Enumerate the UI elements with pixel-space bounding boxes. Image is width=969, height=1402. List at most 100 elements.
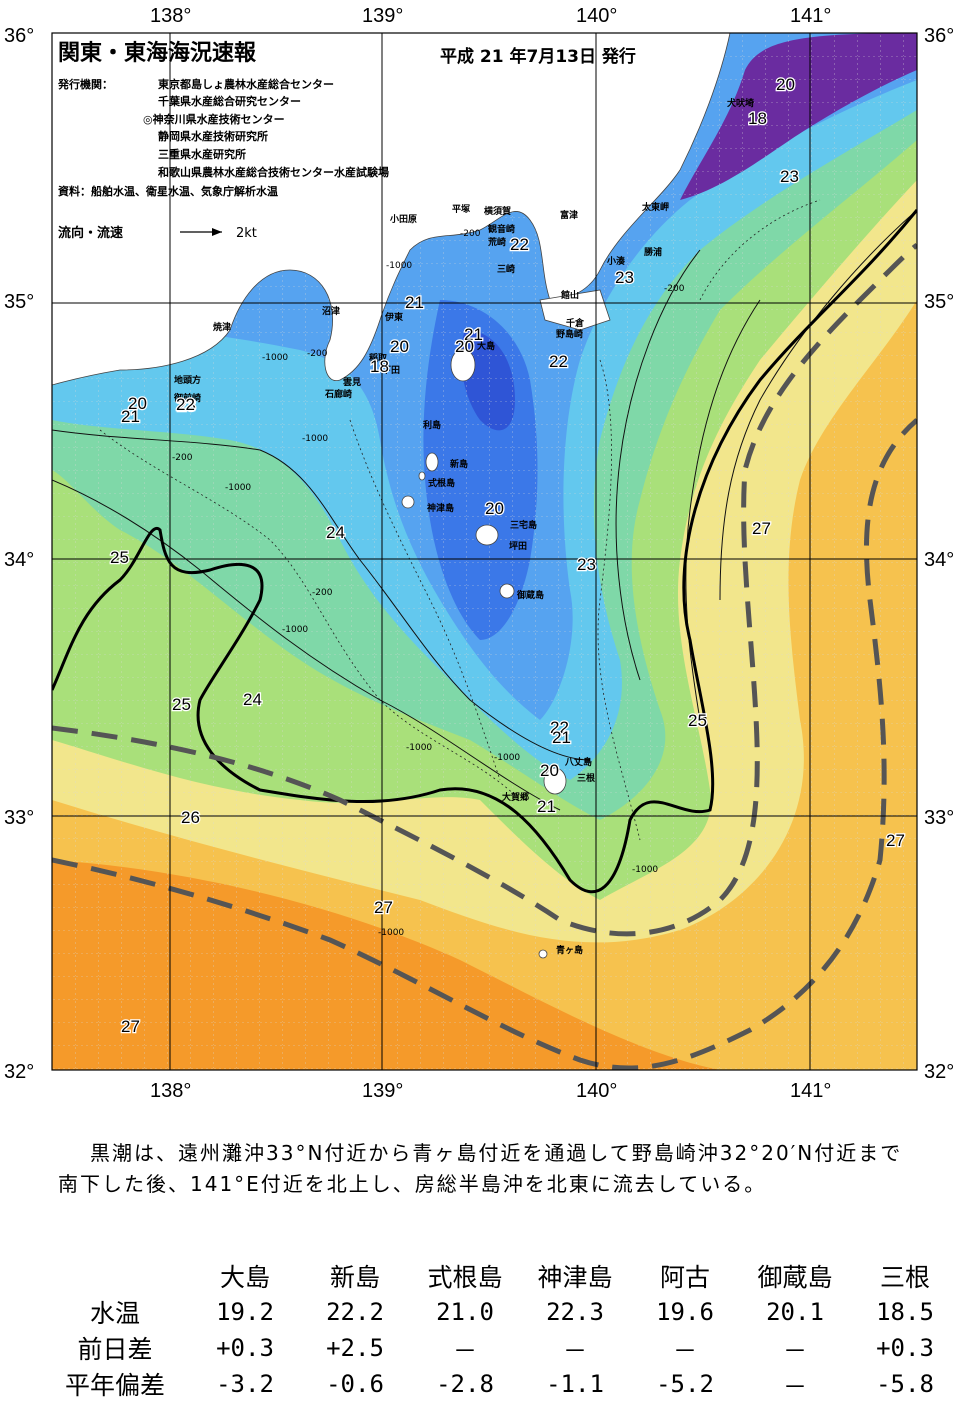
depth-label: -1000 bbox=[282, 625, 308, 635]
place-label: 荒崎 bbox=[487, 236, 506, 248]
isotherm-label: 23 bbox=[615, 268, 634, 287]
isotherm-label: 26 bbox=[181, 808, 200, 827]
table-cell: -5.8 bbox=[876, 1370, 934, 1398]
temperature-table: 大島 新島 式根島 神津島 阿古 御蔵島 三根 水温 19.2 22.2 21.… bbox=[40, 1258, 960, 1402]
isotherm-label: 25 bbox=[110, 548, 129, 567]
place-label: 八丈島 bbox=[564, 756, 592, 768]
isotherm-label: 21 bbox=[121, 407, 140, 426]
table-cell: -5.2 bbox=[656, 1370, 714, 1398]
isotherm-label: 20 bbox=[455, 337, 474, 356]
place-label: 焼津 bbox=[213, 321, 231, 333]
isotherm-label: 20 bbox=[540, 761, 559, 780]
table-row: 前日差 +0.3 +2.5 － － － － +0.3 bbox=[40, 1330, 960, 1366]
place-label: 大賀郷 bbox=[502, 791, 529, 803]
place-label: 館山 bbox=[560, 289, 579, 301]
left-latitude-label: 33° bbox=[4, 807, 34, 829]
depth-label: -1000 bbox=[632, 865, 658, 875]
row-label: 前日差 bbox=[77, 1335, 153, 1364]
place-label: 三宅島 bbox=[510, 519, 537, 531]
depth-label: -200 bbox=[172, 453, 193, 463]
place-label: 犬吠埼 bbox=[726, 97, 754, 109]
top-longitude-label: 140° bbox=[576, 5, 617, 27]
table-row: 平年偏差 -3.2 -0.6 -2.8 -1.1 -5.2 － -5.8 bbox=[40, 1366, 960, 1402]
isotherm-label: 20 bbox=[485, 499, 504, 518]
table-cell: +0.3 bbox=[876, 1334, 934, 1362]
bottom-longitude-label: 141° bbox=[790, 1080, 831, 1102]
isotherm-label: 22 bbox=[549, 352, 568, 371]
table-cell: +2.5 bbox=[326, 1334, 384, 1362]
column-header: 神津島 bbox=[537, 1263, 613, 1292]
place-label: 青ヶ島 bbox=[556, 944, 583, 956]
place-label: 地頭方 bbox=[174, 374, 201, 386]
place-label: 大島 bbox=[477, 340, 495, 352]
right-latitude-label: 35° bbox=[924, 291, 954, 313]
place-label: 観音崎 bbox=[488, 223, 515, 235]
table-cell: － bbox=[673, 1336, 697, 1365]
summary-text: 黒潮は、遠州灘沖33°N付近から青ヶ島付近を通過して野島崎沖32°20′N付近ま… bbox=[58, 1141, 903, 1196]
column-header: 新島 bbox=[329, 1263, 380, 1292]
column-header: 式根島 bbox=[427, 1263, 503, 1292]
left-latitude-label: 34° bbox=[4, 549, 34, 571]
depth-label: -1000 bbox=[378, 928, 404, 938]
top-longitude-label: 138° bbox=[150, 5, 191, 27]
place-label: 伊東 bbox=[384, 311, 403, 323]
table-cell: -1.1 bbox=[546, 1370, 604, 1398]
place-label: 下田 bbox=[382, 365, 400, 376]
place-label: 新島 bbox=[450, 458, 468, 470]
depth-label: -200 bbox=[664, 284, 685, 294]
column-header: 三根 bbox=[879, 1263, 930, 1292]
kuroshio-axis-offshore bbox=[52, 418, 917, 1070]
table-cell: 20.1 bbox=[766, 1298, 824, 1326]
place-label: 小湊 bbox=[606, 255, 626, 267]
depth-label: -1000 bbox=[262, 353, 288, 363]
isotherm-label: 23 bbox=[177, 396, 196, 415]
place-label: 富津 bbox=[560, 209, 578, 221]
current-legend-value: 2kt bbox=[236, 226, 257, 241]
map-title: 関東・東海海況速報 bbox=[58, 40, 257, 66]
depth-label: -1000 bbox=[302, 434, 328, 444]
isotherm-label: 27 bbox=[752, 519, 771, 538]
column-header: 大島 bbox=[219, 1263, 270, 1292]
current-legend-label: 流向・流速 bbox=[58, 225, 123, 241]
isotherm-label: 25 bbox=[172, 695, 191, 714]
depth-label: -1000 bbox=[406, 743, 432, 753]
table-cell: 18.5 bbox=[876, 1298, 934, 1326]
isotherm-label: 22 bbox=[550, 718, 569, 737]
place-label: 雲見 bbox=[343, 376, 361, 388]
table-cell: -3.2 bbox=[216, 1370, 274, 1398]
bottom-longitude-label: 140° bbox=[576, 1080, 617, 1102]
place-label: 式根島 bbox=[428, 477, 455, 489]
table-cell: 19.6 bbox=[656, 1298, 714, 1326]
isotherm-label: 27 bbox=[374, 898, 393, 917]
bottom-longitude-label: 138° bbox=[150, 1080, 191, 1102]
isotherm-label: 24 bbox=[326, 523, 345, 542]
isotherm-label: 27 bbox=[121, 1017, 140, 1036]
place-label: 石廊崎 bbox=[324, 388, 352, 400]
place-label: 平塚 bbox=[452, 203, 470, 215]
table-cell: － bbox=[563, 1336, 587, 1365]
agency: 東京都島しょ農林水産総合センター bbox=[158, 77, 334, 91]
right-latitude-label: 36° bbox=[924, 25, 954, 47]
place-label: 御蔵島 bbox=[516, 589, 544, 601]
top-longitude-label: 141° bbox=[790, 5, 831, 27]
sea-temperature-map: 関東・東海海況速報 平成 21 年7月13日 発行 発行機関： 東京都島しょ農林… bbox=[4, 5, 954, 1102]
isotherm-label: 21 bbox=[537, 797, 556, 816]
place-label: 横須賀 bbox=[484, 205, 511, 217]
agency: 静岡県水産技術研究所 bbox=[158, 129, 268, 143]
place-label: 利島 bbox=[422, 419, 441, 431]
left-latitude-label: 35° bbox=[4, 291, 34, 313]
isotherm-label: 20 bbox=[390, 337, 409, 356]
table-cell: － bbox=[453, 1336, 477, 1365]
land bbox=[52, 33, 731, 959]
place-label: 御前崎 bbox=[173, 392, 201, 404]
isotherm-label: 18 bbox=[748, 109, 767, 128]
place-label: 坪田 bbox=[509, 540, 527, 552]
table-header-row: 大島 新島 式根島 神津島 阿古 御蔵島 三根 bbox=[40, 1258, 960, 1294]
isotherm-label: 21 bbox=[464, 325, 483, 344]
isotherm-label: 20 bbox=[776, 75, 795, 94]
agency: 三重県水産研究所 bbox=[158, 147, 246, 161]
place-label: 三崎 bbox=[497, 263, 515, 275]
row-label: 平年偏差 bbox=[64, 1371, 165, 1400]
isotherm-label: 24 bbox=[243, 690, 262, 709]
row-label: 水温 bbox=[89, 1299, 140, 1328]
